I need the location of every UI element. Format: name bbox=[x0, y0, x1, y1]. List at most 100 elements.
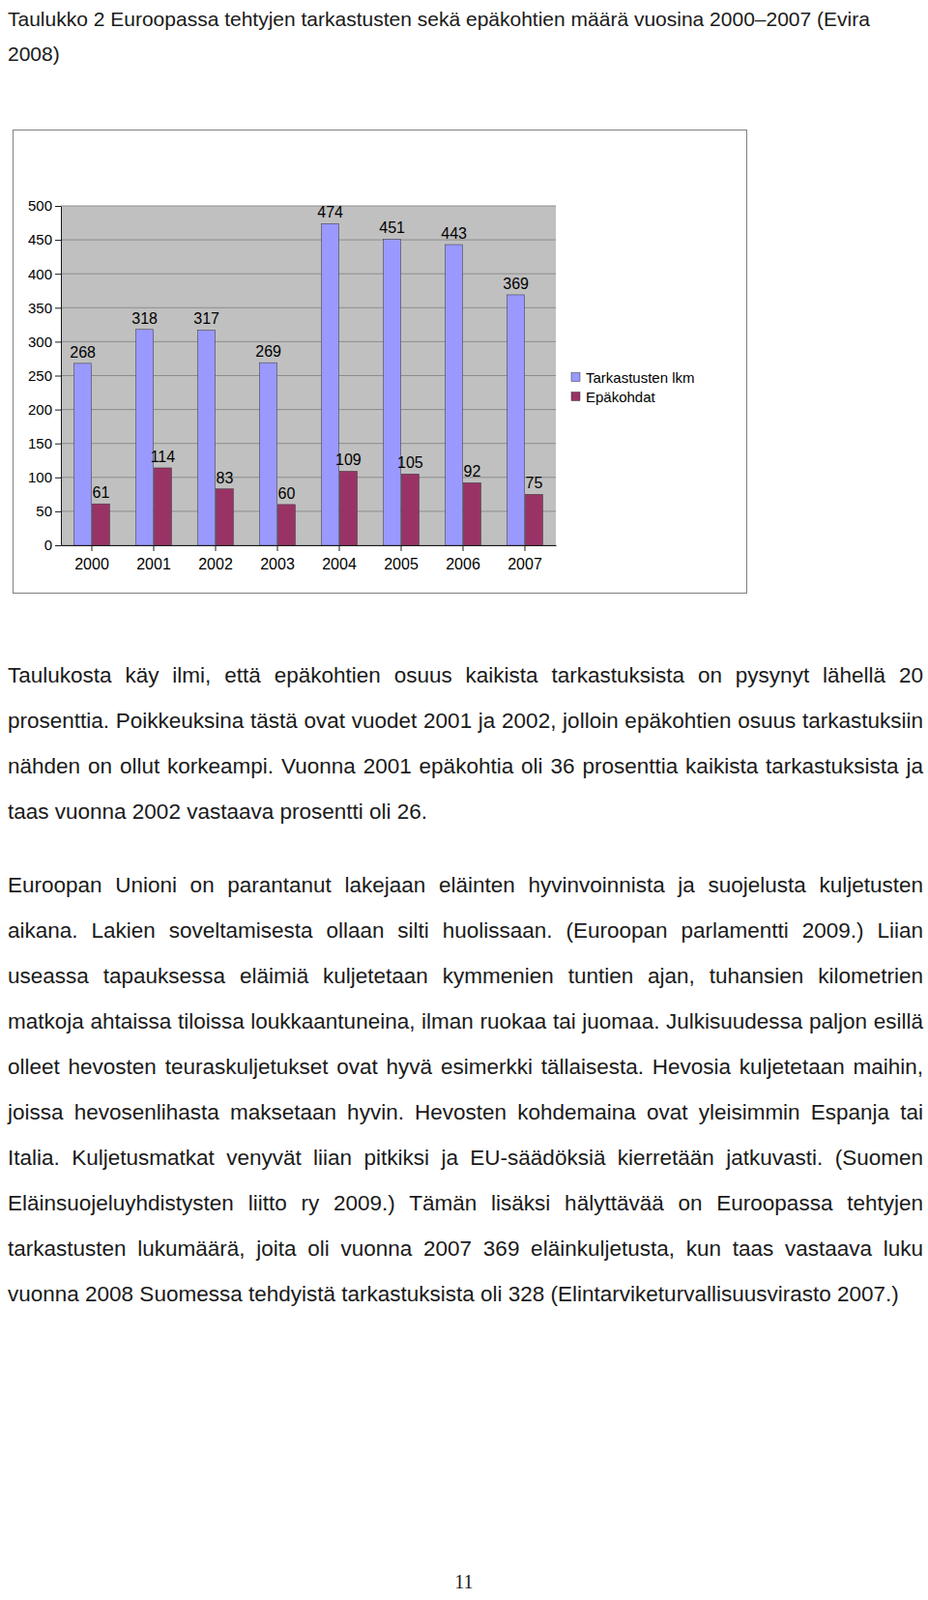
data-label: 75 bbox=[525, 474, 544, 492]
plot-area bbox=[60, 205, 556, 546]
y-tick: 500 bbox=[28, 197, 61, 214]
x-tick-mark bbox=[401, 545, 403, 551]
legend-frame bbox=[565, 364, 738, 411]
grid-line bbox=[60, 375, 556, 377]
x-tick: 2001 bbox=[136, 545, 172, 573]
x-tick: 2002 bbox=[198, 545, 233, 573]
y-tick: 150 bbox=[28, 435, 61, 452]
data-label: 369 bbox=[502, 275, 529, 292]
x-tick-label: 2002 bbox=[198, 555, 233, 573]
x-axis-line bbox=[61, 545, 557, 547]
x-tick-label: 2003 bbox=[260, 555, 295, 573]
bar bbox=[91, 503, 110, 546]
y-tick: 50 bbox=[35, 502, 61, 520]
x-tick: 2006 bbox=[445, 545, 481, 573]
x-tick: 2007 bbox=[507, 545, 543, 573]
data-label: 92 bbox=[464, 463, 482, 480]
y-tick-label: 450 bbox=[28, 231, 53, 248]
y-tick: 350 bbox=[28, 299, 61, 317]
data-label: 317 bbox=[193, 310, 220, 327]
y-tick: 200 bbox=[28, 401, 61, 418]
y-tick-label: 100 bbox=[28, 468, 53, 486]
legend-swatch bbox=[571, 373, 580, 382]
y-tick-label: 50 bbox=[35, 502, 53, 520]
x-tick-mark bbox=[153, 545, 155, 551]
x-tick: 2000 bbox=[74, 545, 110, 573]
y-tick-mark bbox=[55, 409, 61, 411]
y-tick-mark bbox=[55, 376, 61, 377]
y-tick: 450 bbox=[28, 231, 61, 248]
y-tick-label: 300 bbox=[28, 333, 53, 350]
bar bbox=[401, 473, 419, 546]
chart-frame bbox=[13, 130, 748, 594]
x-tick-label: 2007 bbox=[507, 555, 543, 573]
grid-line bbox=[60, 239, 556, 241]
x-tick-mark bbox=[277, 545, 279, 551]
legend-swatch bbox=[571, 392, 580, 402]
legend-item: Tarkastusten lkm bbox=[571, 369, 696, 386]
bars bbox=[74, 223, 544, 546]
data-label: 474 bbox=[317, 203, 344, 221]
bar bbox=[507, 294, 525, 546]
x-tick-mark bbox=[524, 545, 526, 551]
data-labels: 2683183172694744514433696111483601091059… bbox=[69, 203, 543, 502]
bar bbox=[260, 362, 278, 546]
x-tick-mark bbox=[463, 545, 464, 551]
bar bbox=[339, 470, 357, 546]
y-tick: 0 bbox=[44, 536, 61, 553]
grid bbox=[60, 205, 556, 546]
y-tick: 300 bbox=[28, 333, 61, 350]
y-tick: 100 bbox=[28, 468, 61, 486]
bar bbox=[321, 223, 340, 546]
y-tick-mark bbox=[55, 443, 61, 445]
x-axis: 2000 2001 2002 2003 2004 2005 2006 2007 bbox=[61, 545, 557, 573]
y-tick: 400 bbox=[28, 265, 61, 283]
y-tick-mark bbox=[55, 477, 61, 479]
data-label: 443 bbox=[440, 225, 467, 242]
x-tick-label: 2000 bbox=[74, 555, 110, 573]
data-label: 451 bbox=[378, 219, 406, 236]
x-tick-label: 2005 bbox=[383, 555, 419, 573]
bar bbox=[215, 489, 233, 546]
paragraph: Euroopan Unioni on parantanut lakejaan e… bbox=[7, 862, 924, 1317]
x-tick-mark bbox=[215, 545, 217, 551]
x-tick-label: 2006 bbox=[445, 555, 481, 573]
bar bbox=[524, 493, 543, 546]
x-tick: 2005 bbox=[383, 545, 419, 573]
y-tick-mark bbox=[55, 307, 61, 309]
data-label: 60 bbox=[278, 485, 296, 502]
y-tick-label: 200 bbox=[28, 401, 53, 418]
y-tick-label: 350 bbox=[28, 299, 53, 317]
data-label: 109 bbox=[335, 451, 362, 468]
y-tick-label: 400 bbox=[28, 265, 53, 283]
legend: Tarkastusten lkmEpäkohdat bbox=[565, 364, 738, 411]
y-tick-mark bbox=[55, 545, 61, 547]
y-axis-line bbox=[60, 206, 62, 547]
grid-line bbox=[60, 442, 556, 444]
x-tick: 2003 bbox=[260, 545, 295, 573]
bar bbox=[153, 467, 172, 546]
data-label: 61 bbox=[92, 484, 111, 501]
bar bbox=[198, 329, 216, 546]
y-tick-label: 150 bbox=[28, 435, 53, 452]
legend-label: Tarkastusten lkm bbox=[585, 369, 696, 386]
grid-line bbox=[60, 408, 556, 410]
bar bbox=[383, 238, 402, 546]
y-tick-mark bbox=[55, 205, 61, 207]
y-tick: 250 bbox=[28, 367, 61, 384]
y-tick-mark bbox=[55, 273, 61, 275]
data-label: 105 bbox=[397, 454, 424, 471]
bar bbox=[74, 363, 92, 546]
grid-line bbox=[60, 510, 556, 512]
grid-line bbox=[60, 205, 556, 207]
data-label: 114 bbox=[150, 448, 176, 465]
x-tick: 2004 bbox=[321, 545, 357, 573]
y-tick-mark bbox=[55, 239, 61, 241]
paragraph: Taulukosta käy ilmi, että epäkohtien osu… bbox=[7, 652, 924, 835]
x-tick-mark bbox=[339, 545, 341, 551]
y-tick-label: 250 bbox=[28, 367, 53, 384]
caption: Taulukko 2 Euroopassa tehtyjen tarkastus… bbox=[7, 1, 922, 72]
body-text: Taulukosta käy ilmi, että epäkohtien osu… bbox=[7, 652, 924, 1317]
bar bbox=[136, 329, 154, 546]
grid-line bbox=[60, 307, 556, 309]
